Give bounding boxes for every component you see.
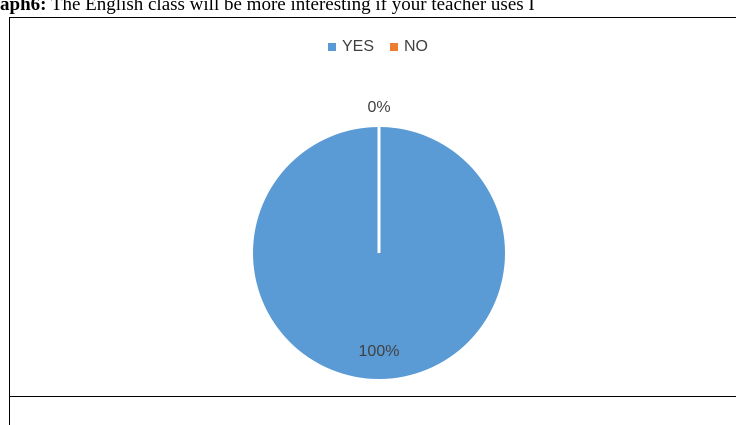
legend-label-yes: YES [341,38,374,55]
caption-label: aph6: [0,0,47,15]
legend-item-no: NO [390,38,428,56]
legend-label-no: NO [404,38,428,55]
legend-item-yes: YES [327,38,374,56]
legend-swatch-no [390,43,398,51]
figure-caption: aph6: The English class will be more int… [0,0,736,18]
data-label-yes: 100% [359,343,400,360]
chart-legend: YES NO [0,38,736,56]
frame-extension-line [9,396,10,425]
caption-text: The English class will be more interesti… [50,0,535,15]
legend-swatch-yes [327,43,336,51]
data-label-no: 0% [367,99,390,116]
chart-frame [9,17,736,397]
